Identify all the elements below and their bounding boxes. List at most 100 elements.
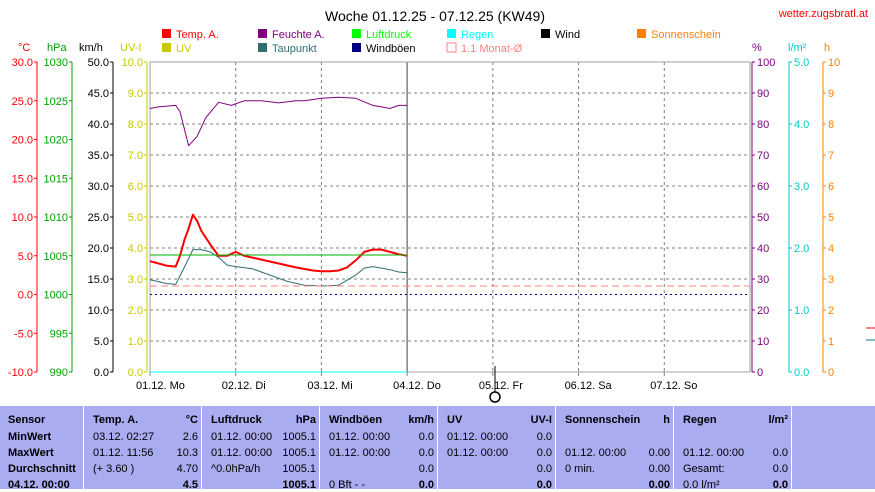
axis-tick-label-uv: 0.0 xyxy=(128,367,143,379)
row-label: Durchschnitt xyxy=(8,463,76,475)
plot-frame xyxy=(149,61,751,373)
unit-wind: km/h xyxy=(79,42,103,54)
row-text: 01.12. 00:00 xyxy=(329,431,391,443)
legend-label: Windböen xyxy=(366,43,416,55)
row-text: ^0.0hPa/h xyxy=(211,463,261,475)
row-text: 01.12. 11:56 xyxy=(93,447,154,459)
legend-label: Regen xyxy=(461,29,493,41)
axis-tick-label-temp: 10.0 xyxy=(12,212,33,224)
group-title: Regen xyxy=(683,414,717,426)
series-feuchte-a- xyxy=(149,96,408,147)
axis-tick-label-temp: -5.0 xyxy=(14,328,33,340)
legend-swatch xyxy=(541,29,550,38)
row-text: Gesamt: xyxy=(683,463,725,475)
unit-temp: °C xyxy=(18,42,30,54)
axis-tick-label-temp: -10.0 xyxy=(8,367,33,379)
legend-swatch xyxy=(162,29,171,38)
group-title: Temp. A. xyxy=(93,414,139,426)
row-value: 0.00 xyxy=(648,447,670,459)
row-value: 0.0 xyxy=(772,447,788,459)
axis-tick-label-wind: 40.0 xyxy=(88,119,109,131)
legend-swatch xyxy=(162,43,171,52)
site-link[interactable]: wetter.zugsbratl.at xyxy=(778,8,868,20)
x-tick-label: 01.12. Mo xyxy=(136,380,185,392)
axis-tick-label-pressure: 1030 xyxy=(44,57,68,69)
x-tick-label: 05.12. Fr xyxy=(479,380,523,392)
axis-tick-label-wind: 20.0 xyxy=(88,243,109,255)
row-label: Sensor xyxy=(8,414,46,426)
axis-tick-label-uv: 2.0 xyxy=(128,305,143,317)
legend-swatch xyxy=(258,29,267,38)
group-title: Sonnenschein xyxy=(565,414,641,426)
axis-tick-label-sun: 1 xyxy=(828,336,834,348)
axis-tick-label-temp: 30.0 xyxy=(12,57,33,69)
row-label: 04.12. 00:00 xyxy=(8,479,70,491)
row-value: 0.0 xyxy=(772,479,788,491)
axis-tick-label-temp: 25.0 xyxy=(12,96,33,108)
axis-tick-label-sun: 9 xyxy=(828,88,834,100)
legend-swatch xyxy=(447,29,456,38)
axis-tick-label-rain: 1.0 xyxy=(794,305,809,317)
row-label: MaxWert xyxy=(8,447,54,459)
legend-label: Feuchte A. xyxy=(272,29,325,41)
table-separator xyxy=(673,406,674,489)
row-text: 01.12. 00:00 xyxy=(329,447,391,459)
group-title: UV xyxy=(447,414,463,426)
series xyxy=(149,96,750,373)
axis-tick-label-wind: 25.0 xyxy=(88,212,109,224)
chart-title: Woche 01.12.25 - 07.12.25 (KW49) xyxy=(325,8,545,24)
axis-tick-label-humidity: 80 xyxy=(757,119,769,131)
axis-tick-label-humidity: 50 xyxy=(757,212,769,224)
axis-tick-label-uv: 7.0 xyxy=(128,150,143,162)
legend-label: Sonnenschein xyxy=(651,29,721,41)
axis-tick-label-uv: 10.0 xyxy=(122,57,143,69)
row-value: 0.0 xyxy=(418,479,434,491)
row-value: 1005.1 xyxy=(282,447,316,459)
group-title: Luftdruck xyxy=(211,414,262,426)
table-separator xyxy=(201,406,202,489)
weather-chart: Woche 01.12.25 - 07.12.25 (KW49) wetter.… xyxy=(8,8,875,403)
row-value: 1005.1 xyxy=(282,431,316,443)
row-text: 01.12. 00:00 xyxy=(447,447,509,459)
unit-pressure: hPa xyxy=(47,42,67,54)
legend-swatch xyxy=(352,43,361,52)
x-tick-label: 06.12. Sa xyxy=(565,380,613,392)
axis-tick-label-wind: 35.0 xyxy=(88,150,109,162)
table-separator xyxy=(555,406,556,489)
row-value: 4.70 xyxy=(176,463,198,475)
axis-tick-label-temp: 5.0 xyxy=(18,251,33,263)
axis-tick-label-humidity: 90 xyxy=(757,88,769,100)
row-value: 0.0 xyxy=(418,463,434,475)
row-value: 0.0 xyxy=(536,479,552,491)
x-ticks: 01.12. Mo 02.12. Di 03.12. Mi 04.12. Do 05.1… xyxy=(136,372,697,392)
x-tick-label: 04.12. Do xyxy=(393,380,441,392)
row-value: 1005.1 xyxy=(282,463,316,475)
axis-tick-label-wind: 0.0 xyxy=(94,367,109,379)
series-temp-a- xyxy=(149,213,408,273)
axis-tick-label-temp: 15.0 xyxy=(12,173,33,185)
axis-tick-label-humidity: 60 xyxy=(757,181,769,193)
row-value: 1005.1 xyxy=(282,479,316,491)
axis-tick-label-rain: 2.0 xyxy=(794,243,809,255)
axes: -10.0-5.00.05.010.015.020.025.030.099099… xyxy=(8,57,840,379)
axis-tick-label-pressure: 1015 xyxy=(44,173,68,185)
axis-tick-label-wind: 5.0 xyxy=(94,336,109,348)
legend-swatch xyxy=(637,29,646,38)
axis-tick-label-wind: 10.0 xyxy=(88,305,109,317)
group-unit: km/h xyxy=(408,414,434,426)
row-text: 03.12. 02:27 xyxy=(93,431,155,443)
row-label: MinWert xyxy=(8,431,52,443)
axis-tick-label-pressure: 1005 xyxy=(44,251,68,263)
axis-tick-label-uv: 4.0 xyxy=(128,243,143,255)
axis-tick-label-rain: 4.0 xyxy=(794,119,809,131)
axis-tick-label-temp: 20.0 xyxy=(12,135,33,147)
axis-tick-label-pressure: 990 xyxy=(50,367,68,379)
axis-tick-label-humidity: 70 xyxy=(757,150,769,162)
axis-tick-label-pressure: 1010 xyxy=(44,212,68,224)
axis-tick-label-pressure: 1020 xyxy=(44,135,68,147)
row-value: 10.3 xyxy=(176,447,198,459)
group-unit: l/m² xyxy=(768,414,788,426)
axis-tick-label-pressure: 995 xyxy=(50,328,68,340)
axis-tick-label-humidity: 10 xyxy=(757,336,769,348)
axis-tick-label-humidity: 30 xyxy=(757,274,769,286)
